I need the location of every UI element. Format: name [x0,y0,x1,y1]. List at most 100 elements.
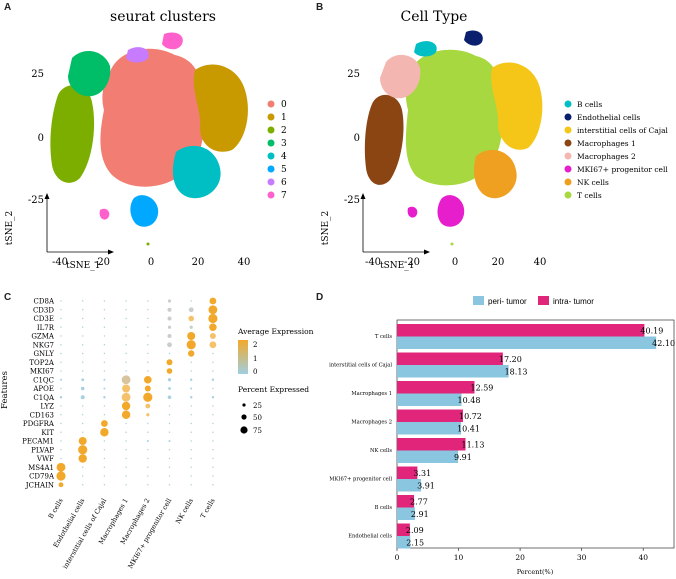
y-tick: -25 [344,195,360,206]
expression-dot [103,396,106,399]
gene-label: MS4A1 [28,464,54,472]
expression-dot [100,428,109,437]
expression-dot [60,378,62,381]
expression-dot [82,300,84,302]
bar-peri-tumor [397,393,462,406]
y-tick: 0 [38,133,44,144]
percent-legend-title: Percent Expressed [238,385,309,394]
expression-dot [167,378,172,382]
bars: 40.19 42.10 17.20 18.13 12.59 10.48 10.72 10.41… [397,324,675,549]
gene-label: CD79A [29,473,55,481]
expression-dot [82,370,84,372]
x-tick-label: 10 [454,553,464,562]
bar-intra-tumor [397,381,475,394]
expression-dot [60,300,62,302]
cluster-7-blob [162,32,183,50]
expression-dot [103,457,106,460]
y-axis-label: tSNE_2 [5,211,15,245]
cluster-4-blob [172,145,221,199]
legend-label: Macrophages 1 [577,139,636,148]
expression-dot [167,342,172,348]
expression-dot [103,414,106,416]
expression-dot [212,449,214,451]
b-cells-blob [414,41,437,57]
expression-dot [82,326,84,328]
bar-peri-tumor [397,536,411,549]
expression-dot [56,462,66,472]
legend-dot-0 [267,100,275,108]
expression-dot [146,413,150,417]
bar-value-label: 2.91 [411,510,429,519]
expression-dot [212,405,214,407]
dot-plot: Features CD8ACD3DCD3EIL7RGZMANKG7GNLYTOP… [0,298,314,571]
expression-dot [147,484,149,486]
legend-dot-cajal [564,126,572,134]
panel-label-d: D [316,292,324,303]
category-label: NK cells [370,448,392,454]
expression-dot [103,300,106,302]
category-label: Endothelial cells [348,534,392,540]
expression-dot [211,396,215,399]
cell-type-legend: B cells Endothelial cells interstitial c… [564,100,669,200]
expression-dot [82,344,84,346]
cell-type-label: B cells [47,496,65,520]
cell-type-label: NK cells [174,496,195,525]
expression-dot [212,431,214,433]
bar-peri-tumor [397,365,509,378]
tsne-seurat-clusters-plot: seurat clusters tSNE_1 tSNE_2 -40 -20 0 … [5,9,287,271]
x-tick: 20 [492,257,505,268]
expression-dot [168,405,171,407]
expression-dot [147,475,149,477]
expression-dot [190,475,192,477]
gene-label: CD8A [34,298,55,306]
legend-dot-7 [267,191,275,199]
expression-dot [147,344,149,346]
gene-label: PDGFRA [23,420,55,428]
category-label: Macrophages 1 [351,391,392,397]
expression-dot [103,370,106,372]
expression-dot [190,449,192,451]
expression-dot [212,361,214,363]
legend-label: Endothelial cells [577,113,640,122]
expression-tick: 0 [253,368,257,376]
bar-intra-tumor [397,438,466,451]
expression-dot [188,350,195,357]
percent-dot-50 [241,414,247,420]
expression-dot [60,422,62,425]
tsne-cell-type-plot: Cell Type tSNE_1 tSNE_2 -40 -20 0 20 40 … [321,9,669,271]
expression-dot [208,313,218,324]
legend-swatch-intra [538,296,549,305]
bar-intra-tumor [397,324,645,337]
legend-label: NK cells [577,178,609,187]
expression-dot [103,309,106,311]
category-label: interstitial cells of Cajal [329,363,392,369]
category-label: T cells [375,334,392,340]
category-labels: T cells interstitial cells of Cajal Macrop… [329,334,392,540]
expression-dot [80,395,85,400]
expression-dot [82,422,84,425]
expression-dot [186,340,196,350]
expression-dot [212,370,214,372]
expression-dot [103,484,106,486]
y-tick: 0 [354,133,360,144]
x-tick: -20 [94,257,110,268]
expression-dot [190,370,192,372]
expression-dot [101,420,108,427]
panel-label-b: B [316,2,324,13]
expression-dot [167,334,172,338]
cluster-blobs [50,32,248,246]
expression-dot [82,317,84,320]
percent-dot-75 [240,426,248,434]
gene-label: TOP2A [29,359,55,367]
legend-label: interstitial cells of Cajal [577,126,669,135]
expression-dot [211,378,215,381]
x-tick: -40 [52,257,68,268]
expression-dot [168,484,171,486]
expression-dot [145,403,151,409]
expression-dot [212,440,214,442]
bar-intra-tumor [397,466,418,479]
expression-dot [60,344,62,346]
expression-dot [82,484,84,486]
expression-dot [188,307,194,313]
t-cells-blob [405,49,503,186]
